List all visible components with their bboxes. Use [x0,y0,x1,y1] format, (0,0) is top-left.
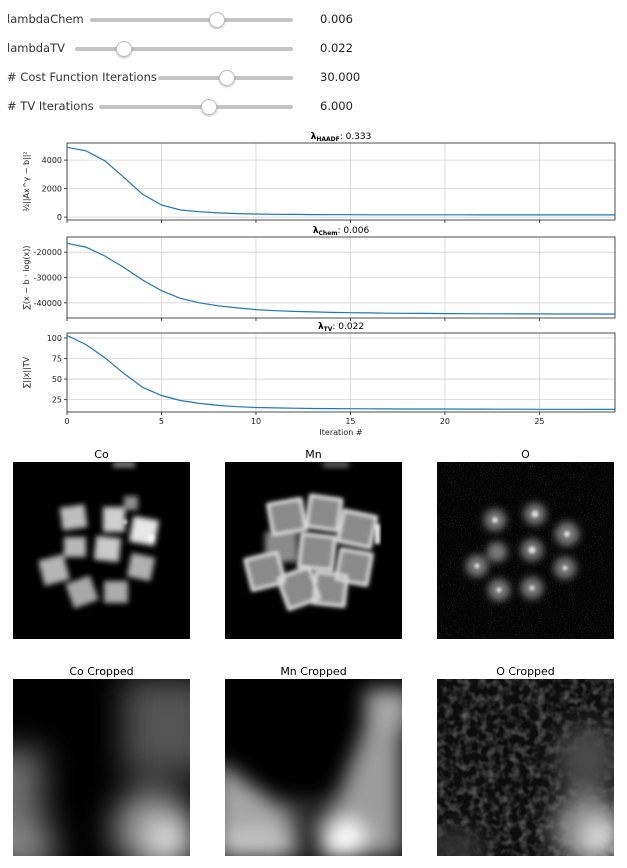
o-cropped-image [437,679,614,856]
slider-value: 6.000 [320,99,353,113]
panel-title-o: O [521,448,530,461]
x-axis-label: Iteration # [319,428,362,437]
slider-label: lambdaTV [7,41,65,55]
title-symbol: λ [311,132,317,142]
title-symbol: λ [318,322,324,332]
slider-value: 0.006 [320,12,353,26]
y-tick-label: -20000 [34,248,62,257]
slider-track[interactable] [75,47,293,51]
slider-handle[interactable] [200,99,217,115]
slider-label: lambdaChem [7,12,84,26]
chart-title: λTV: 0.022 [318,322,364,333]
y-axis-label: ½||Ax^γ − b||² [22,151,31,211]
panel-title-o-cropped: O Cropped [496,665,555,678]
slider-tv-iterations: # TV Iterations 6.000 [0,96,627,118]
slider-label: # TV Iterations [7,99,94,113]
y-axis-label: ∑||x||TV [22,356,31,388]
slider-handle[interactable] [115,41,132,57]
mn-map-image [225,462,402,639]
x-tick-label: 10 [251,417,261,426]
title-value: : 0.022 [332,322,364,332]
panel-title-mn: Mn [305,448,322,461]
y-tick-label: 100 [47,334,62,343]
panel-title-co-cropped: Co Cropped [69,665,134,678]
title-subscript: TV [324,326,333,333]
y-tick-label: -30000 [34,274,62,283]
y-tick-label: 50 [52,375,62,384]
slider-handle[interactable] [208,12,225,28]
panel-title-mn-cropped: Mn Cropped [280,665,347,678]
slider-track[interactable] [99,105,293,109]
y-tick-label: 4000 [42,156,62,165]
chart-title: λHAADF: 0.333 [311,132,372,143]
panel-title-co: Co [94,448,109,461]
co-map-image [13,462,190,639]
x-tick-label: 15 [345,417,355,426]
slider-cost-iterations: # Cost Function Iterations 30.000 [0,67,627,89]
line-chart-0: 0 2000 4000 λHAADF: 0.333 ½||Ax^γ − b||² [22,132,616,223]
chart-title: λChem: 0.006 [313,226,370,237]
y-axis-label: ∑(x − b · log(x)) [22,245,31,309]
y-tick-label: 75 [52,355,62,364]
x-tick-label: 20 [440,417,450,426]
slider-track[interactable] [90,18,293,22]
y-tick-label: 2000 [42,185,62,194]
plot-frame [66,332,616,413]
y-tick-label: 25 [52,396,62,405]
x-tick-label: 5 [159,417,164,426]
series-line [66,242,616,315]
mn-cropped-image [225,679,402,856]
o-map-image [437,462,614,639]
title-value: : 0.333 [340,132,372,142]
y-tick-label: -40000 [34,299,62,308]
co-cropped-image [13,679,190,856]
y-tick-label: 0 [57,213,62,222]
title-subscript: HAADF [316,136,339,143]
series-line [66,334,615,410]
slider-lambda-tv: lambdaTV 0.022 [0,38,627,60]
slider-handle[interactable] [218,70,235,86]
x-tick-label: 0 [64,417,69,426]
line-chart-1: -20000 -30000 -40000 λChem: 0.006 ∑(x − b · … [22,226,616,321]
slider-label: # Cost Function Iterations [7,70,157,84]
plot-frame [66,142,616,221]
title-symbol: λ [313,226,319,236]
slider-lambda-chem: lambdaChem 0.006 [0,9,627,31]
title-subscript: Chem [319,230,338,237]
title-value: : 0.006 [338,226,370,236]
slider-value: 0.022 [320,41,353,55]
x-tick-label: 25 [534,417,544,426]
line-chart-2: 25 50 75 100 0 5 10 15 20 25 Iteration # λTV: 0.022… [22,322,616,437]
slider-value: 30.000 [320,70,361,84]
series-line [66,146,615,216]
